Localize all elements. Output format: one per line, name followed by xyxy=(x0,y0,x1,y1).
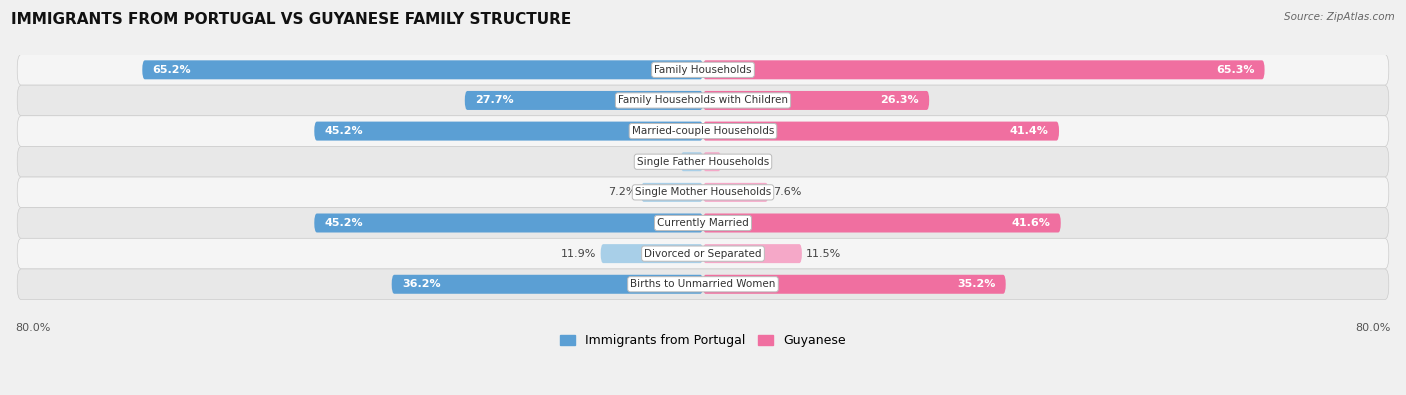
Text: 2.6%: 2.6% xyxy=(648,157,676,167)
FancyBboxPatch shape xyxy=(703,122,1059,141)
FancyBboxPatch shape xyxy=(142,60,703,79)
FancyBboxPatch shape xyxy=(17,269,1389,299)
Text: Source: ZipAtlas.com: Source: ZipAtlas.com xyxy=(1284,12,1395,22)
FancyBboxPatch shape xyxy=(465,91,703,110)
FancyBboxPatch shape xyxy=(681,152,703,171)
FancyBboxPatch shape xyxy=(17,85,1389,116)
FancyBboxPatch shape xyxy=(17,147,1389,177)
FancyBboxPatch shape xyxy=(703,275,1005,294)
FancyBboxPatch shape xyxy=(703,214,1060,233)
FancyBboxPatch shape xyxy=(703,91,929,110)
Text: 80.0%: 80.0% xyxy=(1355,323,1391,333)
FancyBboxPatch shape xyxy=(315,214,703,233)
Text: 27.7%: 27.7% xyxy=(475,96,513,105)
Text: 7.6%: 7.6% xyxy=(773,187,801,198)
Text: 36.2%: 36.2% xyxy=(402,279,440,289)
FancyBboxPatch shape xyxy=(703,244,801,263)
Text: Family Households with Children: Family Households with Children xyxy=(619,96,787,105)
Text: 41.6%: 41.6% xyxy=(1011,218,1050,228)
Text: 11.5%: 11.5% xyxy=(806,248,841,259)
FancyBboxPatch shape xyxy=(17,238,1389,269)
Text: 65.3%: 65.3% xyxy=(1216,65,1254,75)
Text: 41.4%: 41.4% xyxy=(1010,126,1049,136)
Text: Currently Married: Currently Married xyxy=(657,218,749,228)
Text: Single Mother Households: Single Mother Households xyxy=(636,187,770,198)
FancyBboxPatch shape xyxy=(17,177,1389,208)
FancyBboxPatch shape xyxy=(703,152,721,171)
FancyBboxPatch shape xyxy=(315,122,703,141)
FancyBboxPatch shape xyxy=(17,116,1389,147)
Legend: Immigrants from Portugal, Guyanese: Immigrants from Portugal, Guyanese xyxy=(560,334,846,347)
Text: 2.1%: 2.1% xyxy=(725,157,754,167)
Text: Births to Unmarried Women: Births to Unmarried Women xyxy=(630,279,776,289)
Text: 65.2%: 65.2% xyxy=(153,65,191,75)
FancyBboxPatch shape xyxy=(17,55,1389,85)
FancyBboxPatch shape xyxy=(600,244,703,263)
FancyBboxPatch shape xyxy=(17,208,1389,238)
Text: 45.2%: 45.2% xyxy=(325,218,363,228)
FancyBboxPatch shape xyxy=(703,183,768,202)
FancyBboxPatch shape xyxy=(392,275,703,294)
Text: Single Father Households: Single Father Households xyxy=(637,157,769,167)
Text: 80.0%: 80.0% xyxy=(15,323,51,333)
FancyBboxPatch shape xyxy=(641,183,703,202)
Text: Family Households: Family Households xyxy=(654,65,752,75)
Text: IMMIGRANTS FROM PORTUGAL VS GUYANESE FAMILY STRUCTURE: IMMIGRANTS FROM PORTUGAL VS GUYANESE FAM… xyxy=(11,12,571,27)
Text: 35.2%: 35.2% xyxy=(957,279,995,289)
Text: 11.9%: 11.9% xyxy=(561,248,596,259)
Text: 45.2%: 45.2% xyxy=(325,126,363,136)
Text: 7.2%: 7.2% xyxy=(609,187,637,198)
Text: Married-couple Households: Married-couple Households xyxy=(631,126,775,136)
Text: 26.3%: 26.3% xyxy=(880,96,920,105)
Text: Divorced or Separated: Divorced or Separated xyxy=(644,248,762,259)
FancyBboxPatch shape xyxy=(703,60,1264,79)
